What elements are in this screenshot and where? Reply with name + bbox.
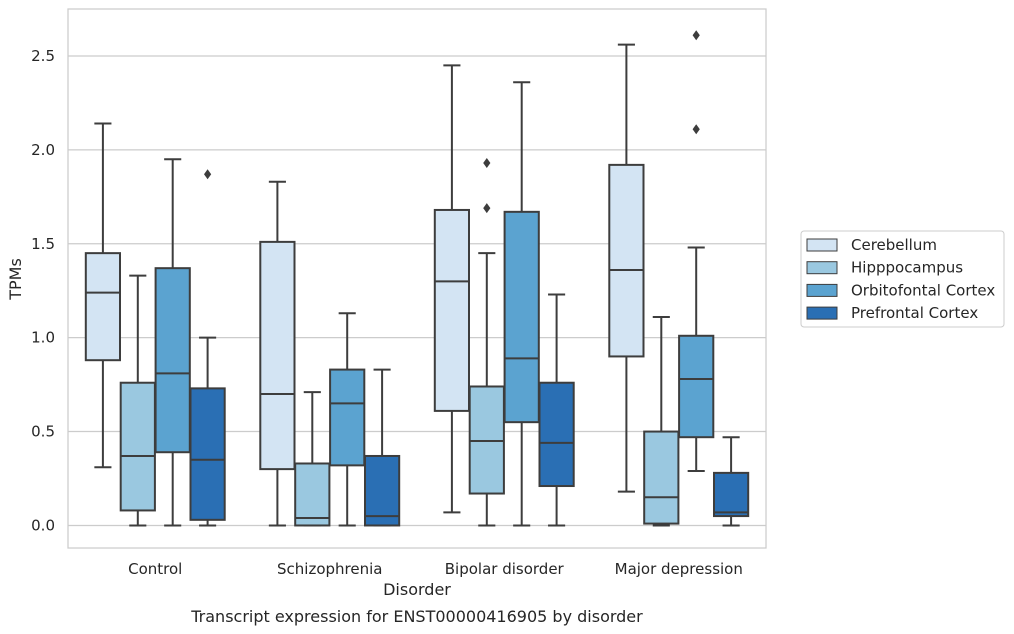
y-tick-label: 2.5 <box>31 47 55 65</box>
box <box>189 169 226 527</box>
box-rect <box>189 387 226 521</box>
outlier-point <box>692 124 700 135</box>
x-tick-label: Control <box>128 560 182 578</box>
legend-swatch <box>806 238 838 252</box>
x-tick-label: Major depression <box>615 560 743 578</box>
y-axis-label: TPMs <box>6 258 25 301</box>
outlier-point <box>204 169 212 180</box>
x-tick-label: Bipolar disorder <box>445 560 565 578</box>
box <box>363 368 401 527</box>
legend-frame <box>800 230 1005 328</box>
x-axis-label: Disorder <box>383 580 451 599</box>
legend-swatch <box>806 261 838 275</box>
x-tick-labels: Control Schizophrenia Bipolar disorder Majo… <box>128 560 743 578</box>
legend-label: Orbitofontal Cortex <box>851 281 995 299</box>
box-rect <box>294 462 331 527</box>
box-rect <box>84 252 122 362</box>
y-tick-label: 0.5 <box>31 423 55 441</box>
x-tick-label: Schizophrenia <box>277 560 382 578</box>
box-rect <box>538 381 575 488</box>
legend-swatch <box>806 283 838 297</box>
box-rect <box>712 471 750 518</box>
y-tick-label: 1.5 <box>31 235 55 253</box>
box <box>678 30 715 472</box>
box-series <box>84 30 750 527</box>
box <box>643 316 680 527</box>
box-rect <box>503 210 540 424</box>
legend-swatch <box>806 306 838 320</box>
box <box>468 158 505 527</box>
box <box>154 158 191 527</box>
legend-label: Hipppocampus <box>851 259 963 277</box>
y-tick-labels: 0.0 0.5 1.0 1.5 2.0 2.5 <box>31 47 55 535</box>
box <box>84 122 122 469</box>
chart-caption: Transcript expression for ENST0000041690… <box>190 607 643 626</box>
plot-frame <box>67 8 767 549</box>
box <box>294 391 331 527</box>
box <box>608 43 645 493</box>
box <box>712 436 750 527</box>
legend-label: Prefrontal Cortex <box>851 304 978 322</box>
outlier-point <box>483 158 491 168</box>
box-rect <box>433 208 471 412</box>
y-tick-label: 1.0 <box>31 329 55 347</box>
outlier-point <box>483 203 491 214</box>
box-rect <box>643 430 680 525</box>
box <box>329 312 366 527</box>
box-rect <box>608 163 645 358</box>
box-rect <box>678 334 715 439</box>
box-rect <box>154 267 191 454</box>
box <box>503 81 540 527</box>
y-tick-label: 2.0 <box>31 141 55 159</box>
outlier-point <box>692 30 700 41</box>
legend: Cerebellum Hipppocampus Orbitofontal Corte… <box>800 230 1005 328</box>
box <box>119 274 156 527</box>
box <box>538 293 575 527</box>
y-tick-label: 0.0 <box>31 516 55 534</box>
box <box>259 180 296 527</box>
box-rect <box>363 454 401 527</box>
legend-label: Cerebellum <box>851 236 937 254</box>
box-rect <box>259 240 296 471</box>
box <box>433 64 471 514</box>
box-rect <box>119 381 156 512</box>
box-rect <box>329 368 366 467</box>
